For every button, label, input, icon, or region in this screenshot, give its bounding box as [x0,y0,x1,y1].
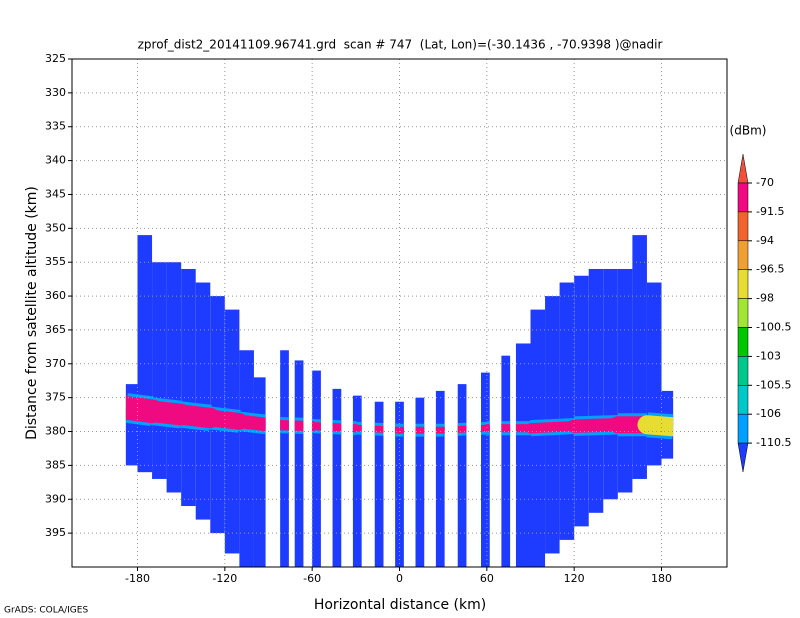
swath-strip [125,384,138,466]
swath-strip [352,395,362,567]
x-tick-label: 180 [651,572,672,585]
colorbar-label: -106 [756,407,781,420]
colorbar-title: (dBm) [730,124,767,138]
band-segment [637,415,674,437]
colorbar-label: -91.5 [756,205,784,218]
y-tick-label: 385 [45,458,66,471]
colorbar-label: -103 [756,349,781,362]
colorbar-segment [737,211,749,242]
band-segment [308,422,360,433]
swath-strip [395,401,404,567]
x-tick-label: 120 [564,572,585,585]
colorbar-label: -98 [756,292,774,305]
colorbar-segment [737,269,749,299]
x-tick-label: -60 [303,572,321,585]
swath-strip [501,355,511,567]
colorbar-label: -100.5 [756,321,791,334]
swath-strip [195,282,211,520]
colorbar-segment [737,327,749,357]
swath-strip [559,282,575,540]
y-tick-label: 380 [45,425,66,438]
y-tick-label: 335 [45,120,66,133]
swath-strip [457,384,467,567]
swath-strip [603,268,618,500]
y-tick-label: 355 [45,255,66,268]
swath-strip [181,268,196,507]
y-tick-label: 390 [45,492,66,505]
colorbar-segment [737,154,749,184]
y-tick-label: 370 [45,357,66,370]
band-segment [525,421,580,434]
swath-strip [312,370,321,567]
y-tick-label: 325 [45,52,66,65]
x-tick-label: -180 [125,572,150,585]
swath-strip [294,360,304,567]
colorbar-segment [737,442,749,473]
colorbar-segment [737,240,749,270]
x-tick-label: -120 [212,572,237,585]
y-tick-label: 360 [45,289,66,302]
band-segment [263,419,318,432]
colorbar-label: -105.5 [756,378,791,391]
swath-strip [239,350,254,567]
x-tick-label: 60 [480,572,494,585]
swath-strip [435,390,445,567]
swath-strip [415,397,425,567]
colorbar-label: -70 [756,176,774,189]
swath-strip [166,262,182,493]
y-tick-label: 375 [45,391,66,404]
band-segment [352,424,403,434]
swath-strip [632,235,647,479]
colorbar-segment [737,385,749,415]
swath-strip [481,372,490,567]
colorbar-segment [737,182,749,213]
colorbar-segment [737,356,749,386]
swath-strip [574,275,589,527]
x-tick-label: 0 [396,572,403,585]
swath-strip [588,268,604,513]
x-axis-label: Horizontal distance (km) [314,597,486,613]
swath-strip [515,343,531,567]
plot-frame [71,58,728,568]
y-tick-label: 365 [45,323,66,336]
swath-strip [332,388,342,567]
swath-strip [137,235,153,473]
y-tick-label: 395 [45,526,66,539]
y-tick-label: 340 [45,154,66,167]
colorbar-label: -110.5 [756,436,791,449]
colorbar-label: -96.5 [756,263,784,276]
band-segment [439,424,491,434]
colorbar-label: -94 [756,234,774,247]
y-tick-label: 350 [45,221,66,234]
colorbar-segment [737,298,749,328]
swath-strip [280,350,289,567]
y-axis-label: Distance from satellite altitude (km) [24,186,40,440]
y-tick-label: 330 [45,86,66,99]
chart-title: zprof_dist2_20141109.96741.grd scan # 74… [138,38,663,52]
swath-strip [530,309,546,567]
footer: GrADS: COLA/IGES [4,606,88,616]
band-halo [268,416,313,435]
y-tick-label: 345 [45,187,66,200]
swath-strip [152,262,167,479]
colorbar-segment [737,413,749,444]
swath-strip [617,268,633,493]
swath-strip [374,401,384,567]
swath-strip [253,377,266,567]
